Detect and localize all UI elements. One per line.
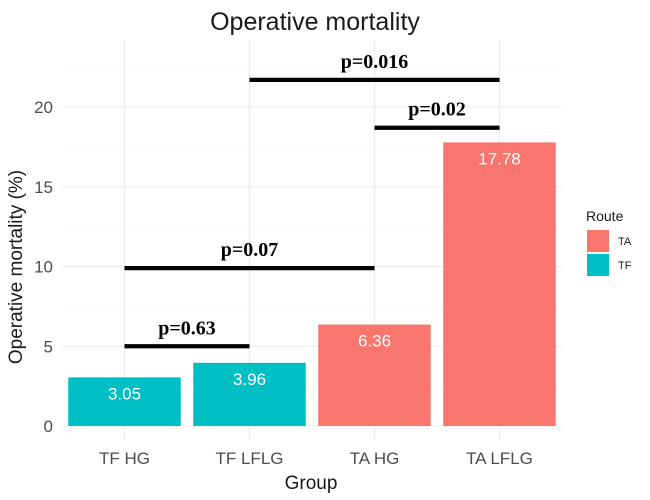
p-value-label: p=0.016 xyxy=(341,51,409,73)
legend-label: TA xyxy=(618,236,632,248)
legend: Route TA TF xyxy=(586,208,632,276)
p-value-label: p=0.63 xyxy=(158,317,216,339)
bar-tf-lflg xyxy=(193,362,306,426)
bar-value-label: 3.96 xyxy=(233,370,266,389)
y-tick-label: 15 xyxy=(34,178,53,197)
y-tick-label: 20 xyxy=(34,98,53,117)
x-tick-label: TF HG xyxy=(99,449,150,468)
x-tick-label: TF LFLG xyxy=(215,449,283,468)
legend-label: TF xyxy=(618,260,632,272)
x-tick-label: TA LFLG xyxy=(466,449,533,468)
y-tick-label: 10 xyxy=(34,258,53,277)
chart-title: Operative mortality xyxy=(210,8,420,36)
x-tick-label: TA HG xyxy=(350,449,400,468)
significance-brackets: p=0.63 p=0.07 p=0.02 p=0.016 xyxy=(124,51,500,349)
bar-value-label: 17.78 xyxy=(478,149,521,168)
y-axis-ticks: 0 5 10 15 20 xyxy=(34,98,53,436)
y-axis-title: Operative mortality (%) xyxy=(6,170,27,364)
bar-labels: 3.05 3.96 6.36 17.78 xyxy=(108,149,521,403)
y-tick-label: 5 xyxy=(44,337,53,356)
legend-key-ta xyxy=(587,230,609,252)
x-axis-title: Group xyxy=(285,473,338,494)
bar-ta-hg xyxy=(318,324,431,426)
legend-key-tf xyxy=(587,254,609,276)
bar-tf-hg xyxy=(68,377,181,426)
legend-title: Route xyxy=(586,208,624,224)
bar-ta-lflg xyxy=(443,142,556,426)
p-value-label: p=0.02 xyxy=(408,99,466,121)
bars xyxy=(68,142,556,426)
p-value-label: p=0.07 xyxy=(221,239,279,261)
bar-value-label: 6.36 xyxy=(358,332,391,351)
bar-value-label: 3.05 xyxy=(108,384,141,403)
x-axis-ticks: TF HG TF LFLG TA HG TA LFLG xyxy=(99,449,533,468)
y-tick-label: 0 xyxy=(44,417,53,436)
